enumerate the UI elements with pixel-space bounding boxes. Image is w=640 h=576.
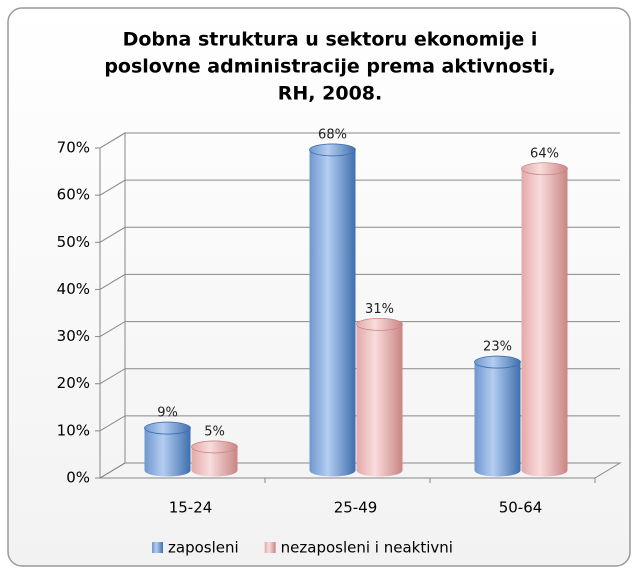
bar-cap <box>521 162 568 176</box>
value-label: 23% <box>483 340 512 355</box>
value-label: 9% <box>157 406 178 421</box>
bar-cap <box>191 440 238 454</box>
grid-line <box>99 462 620 479</box>
y-tick-label: 0% <box>66 469 90 487</box>
bar <box>309 149 356 477</box>
bar-cap <box>309 143 356 157</box>
y-tick-label: 20% <box>57 374 90 392</box>
bar-cap <box>474 355 521 369</box>
bar <box>521 168 568 477</box>
legend-swatch <box>152 542 163 553</box>
grid-line <box>99 132 620 149</box>
bar <box>144 428 191 477</box>
grid-line <box>99 273 620 290</box>
chart-title: RH, 2008. <box>278 83 382 105</box>
grid-line <box>99 415 620 432</box>
grid-line <box>99 179 620 196</box>
legend-label: zaposleni <box>168 539 239 557</box>
chart-title: Dobna struktura u sektoru ekonomije i <box>123 29 538 51</box>
legend-label: nezaposleni i neaktivni <box>281 539 453 557</box>
value-label: 31% <box>365 302 394 317</box>
bar-cap <box>356 317 403 331</box>
x-tick-label: 50-64 <box>499 499 543 517</box>
x-tick-label: 15-24 <box>169 499 213 517</box>
bar <box>356 324 403 477</box>
value-label: 5% <box>204 424 225 439</box>
y-tick-label: 30% <box>57 327 90 345</box>
bar-cap <box>144 421 191 435</box>
grid-line <box>99 226 620 243</box>
bar <box>474 362 521 477</box>
y-tick-label: 50% <box>57 233 90 251</box>
y-tick-label: 60% <box>57 186 90 204</box>
x-tick-label: 25-49 <box>334 499 378 517</box>
value-label: 68% <box>318 127 347 142</box>
grid-line <box>99 368 620 385</box>
bar <box>191 446 238 477</box>
value-label: 64% <box>530 146 559 161</box>
legend-swatch <box>264 542 276 553</box>
y-tick-label: 10% <box>57 421 90 439</box>
y-tick-label: 70% <box>57 139 90 157</box>
grid-line <box>99 321 620 338</box>
chart-title: poslovne administracije prema aktivnosti… <box>104 56 555 78</box>
y-tick-label: 40% <box>57 280 90 298</box>
